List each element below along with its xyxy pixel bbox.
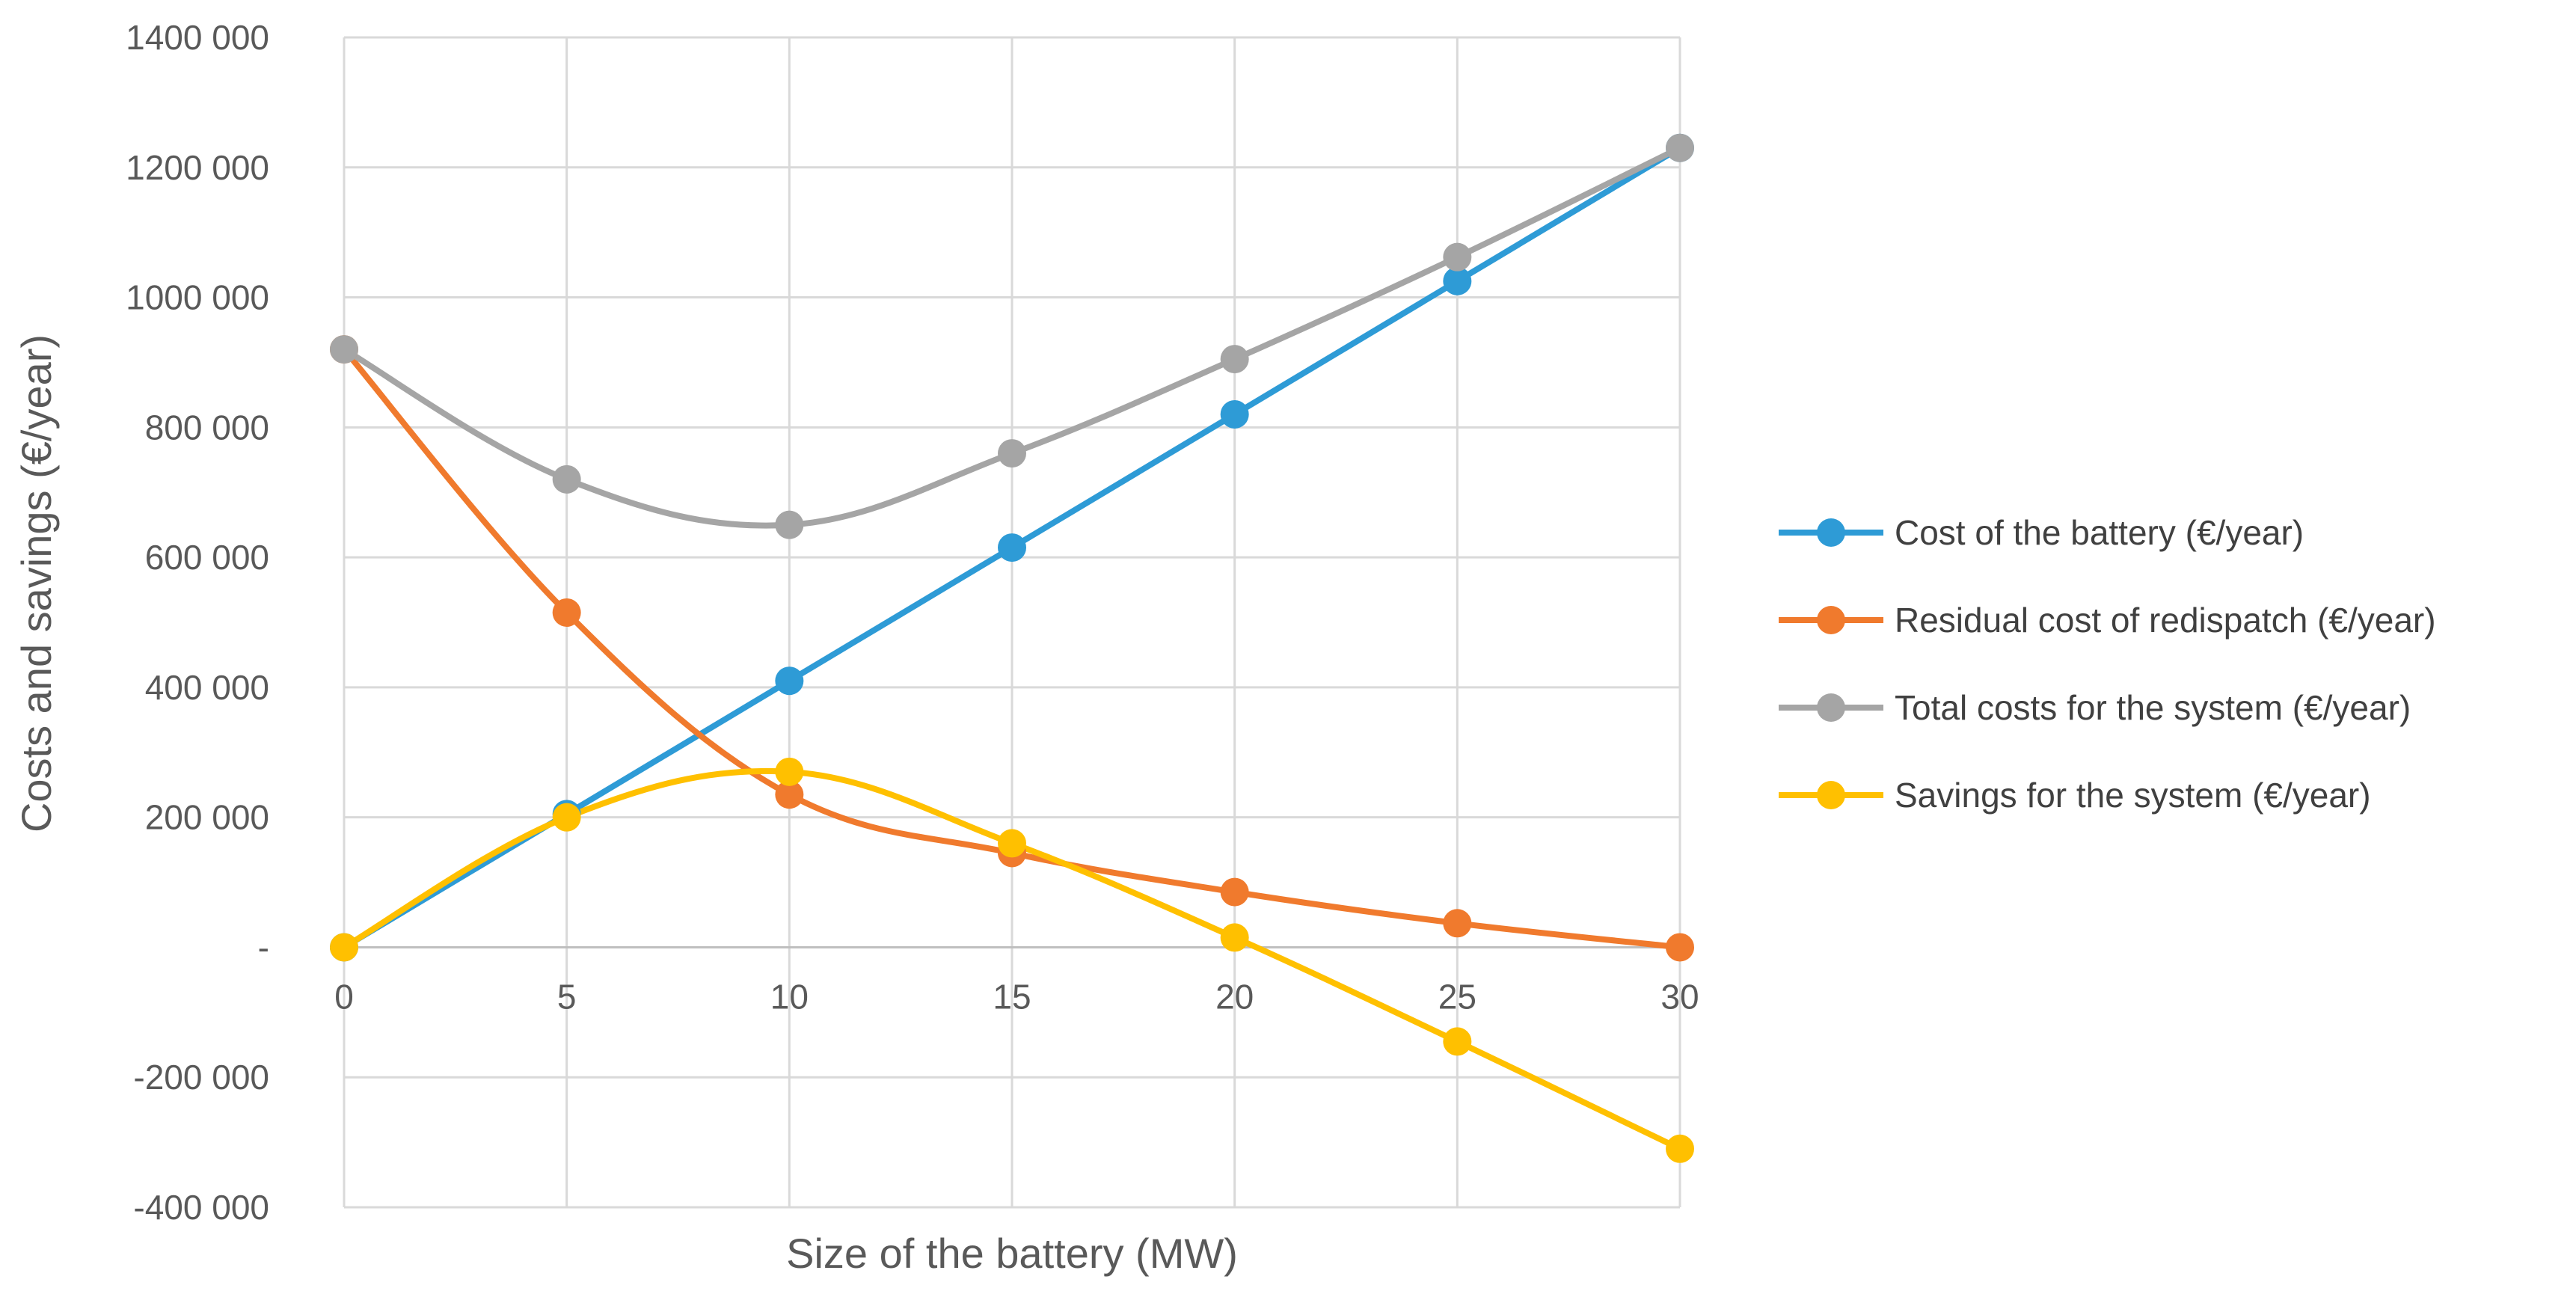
series-1-point xyxy=(775,780,804,809)
y-tick-label: 1400 000 xyxy=(126,18,269,57)
x-tick-label: 5 xyxy=(557,977,577,1016)
legend-marker xyxy=(1817,518,1845,547)
series-0-point xyxy=(1220,399,1249,429)
y-tick-label: -200 000 xyxy=(133,1058,269,1097)
x-tick-label: 30 xyxy=(1660,977,1699,1016)
series-2-point xyxy=(1443,242,1472,272)
legend-label: Total costs for the system (€/year) xyxy=(1895,688,2411,727)
legend-item: Total costs for the system (€/year) xyxy=(1779,688,2411,727)
series-3-point xyxy=(552,803,581,832)
series-0-point xyxy=(1443,266,1472,295)
y-tick-label: - xyxy=(258,928,269,966)
y-tick-label: 400 000 xyxy=(145,668,269,707)
legend-label: Cost of the battery (€/year) xyxy=(1895,513,2304,552)
x-axis-title: Size of the battery (MW) xyxy=(786,1230,1238,1277)
vertical-gridlines xyxy=(343,37,1681,1207)
series-3-point xyxy=(1666,1134,1694,1163)
series-2-point xyxy=(998,439,1026,468)
series-1-point xyxy=(1666,933,1694,962)
series-3-point xyxy=(998,829,1026,858)
legend: Cost of the battery (€/year) Residual cos… xyxy=(1779,513,2436,815)
legend-item: Residual cost of redispatch (€/year) xyxy=(1779,601,2436,640)
y-tick-label: 1000 000 xyxy=(126,278,269,317)
series-1-point xyxy=(1220,877,1249,907)
y-tick-label: 200 000 xyxy=(145,798,269,837)
x-tick-labels: 0 5 10 15 20 25 30 xyxy=(334,977,1699,1016)
series-0-point xyxy=(998,533,1026,562)
legend-marker xyxy=(1817,606,1845,634)
legend-marker xyxy=(1817,781,1845,809)
series-2-point xyxy=(775,510,804,539)
series-0-point xyxy=(775,666,804,696)
legend-label: Savings for the system (€/year) xyxy=(1895,776,2371,815)
series-2-point xyxy=(330,335,358,364)
series-2-point xyxy=(1220,345,1249,374)
x-tick-label: 25 xyxy=(1438,977,1476,1016)
series-3-point xyxy=(1220,923,1249,952)
y-tick-label: -400 000 xyxy=(133,1188,269,1227)
legend-item: Savings for the system (€/year) xyxy=(1779,776,2371,815)
horizontal-gridlines xyxy=(344,36,1680,1209)
x-tick-label: 20 xyxy=(1215,977,1254,1016)
y-tick-label: 600 000 xyxy=(145,538,269,577)
series-3-point xyxy=(1443,1027,1472,1056)
legend-marker xyxy=(1817,693,1845,722)
series-1-point xyxy=(552,598,581,627)
x-tick-label: 0 xyxy=(334,977,354,1016)
x-tick-label: 15 xyxy=(993,977,1031,1016)
legend-item: Cost of the battery (€/year) xyxy=(1779,513,2304,552)
series-markers xyxy=(330,133,1694,1163)
series-2-point xyxy=(1666,133,1694,162)
y-tick-label: 800 000 xyxy=(145,408,269,447)
y-tick-label: 1200 000 xyxy=(126,148,269,187)
legend-label: Residual cost of redispatch (€/year) xyxy=(1895,601,2436,640)
series-2-point xyxy=(552,465,581,494)
series-3-point xyxy=(775,757,804,786)
series-1-point xyxy=(1443,909,1472,938)
y-axis-title: Costs and savings (€/year) xyxy=(13,334,60,833)
x-tick-label: 10 xyxy=(770,977,809,1016)
series-3-point xyxy=(330,933,358,962)
